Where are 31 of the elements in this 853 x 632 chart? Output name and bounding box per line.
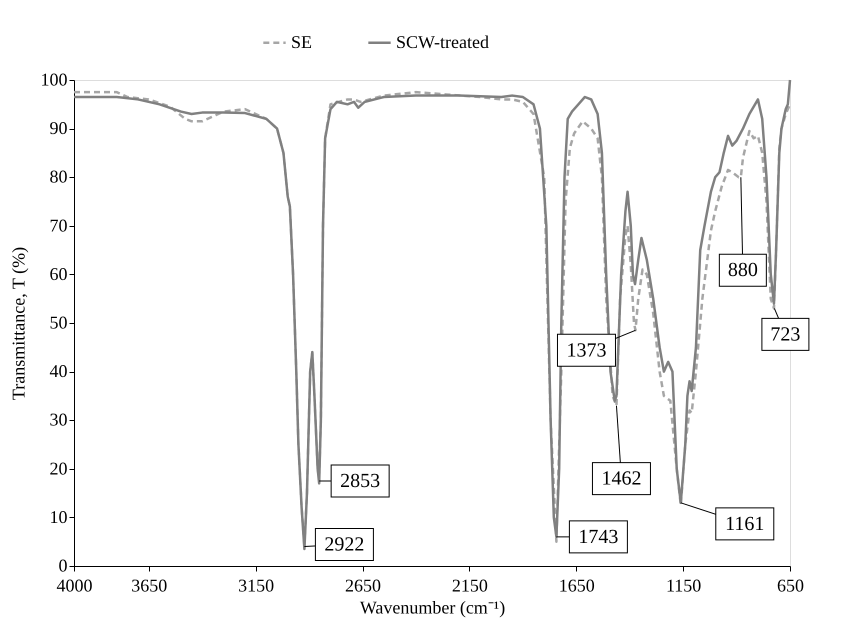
y-tick-label: 80 — [50, 166, 68, 187]
y-tick-label: 70 — [50, 215, 68, 236]
x-tick-label: 3650 — [131, 576, 168, 596]
x-tick-label: 2650 — [345, 576, 382, 596]
y-axis-title: Transmittance, T (%) — [8, 246, 28, 400]
y-tick-label: 50 — [50, 312, 68, 332]
x-tick-label: 3150 — [238, 576, 274, 596]
y-tick-label: 10 — [50, 506, 68, 527]
annotation: 723 — [770, 323, 800, 346]
legend-label: SE — [291, 32, 312, 52]
x-axis-title: Wavenumber (cm⁻¹) — [360, 598, 506, 618]
y-tick-label: 60 — [50, 264, 68, 284]
annotation: 1161 — [725, 512, 764, 535]
y-tick-label: 20 — [50, 458, 68, 478]
y-tick-label: 0 — [58, 556, 68, 576]
x-tick-label: 650 — [777, 576, 804, 596]
x-tick-label: 2150 — [452, 576, 488, 596]
y-tick-label: 30 — [50, 410, 68, 430]
annotation: 1373 — [566, 339, 606, 362]
y-tick-label: 40 — [50, 361, 68, 382]
annotation: 1462 — [601, 468, 642, 490]
x-tick-label: 4000 — [56, 576, 92, 596]
annotation: 880 — [728, 259, 758, 282]
y-tick-label: 100 — [40, 70, 68, 90]
x-tick-label: 1150 — [666, 576, 702, 596]
annotation: 2922 — [324, 534, 364, 556]
legend-label: SCW-treated — [396, 32, 489, 52]
annotation: 1743 — [578, 526, 618, 548]
annotation: 2853 — [340, 470, 380, 492]
x-tick-label: 1650 — [558, 576, 595, 596]
y-tick-label: 90 — [50, 118, 68, 138]
